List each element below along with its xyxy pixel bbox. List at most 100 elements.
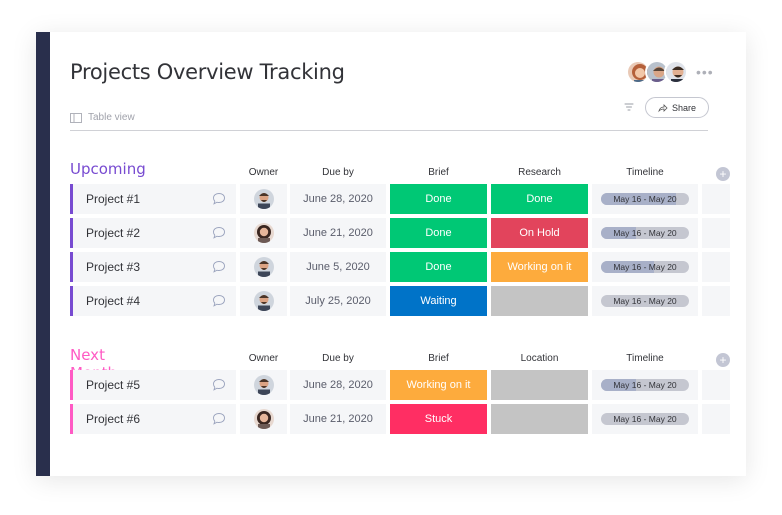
timeline-text: May 16 - May 20	[613, 262, 677, 272]
man-avatar-icon[interactable]	[253, 375, 274, 395]
item-name-cell[interactable]: Project #3	[70, 252, 236, 282]
board-card: Projects Overview Tracking ••• Share Tab…	[36, 32, 746, 476]
chat-bubble-icon[interactable]	[212, 260, 226, 273]
item-name[interactable]: Project #1	[86, 192, 141, 206]
item-name-cell[interactable]: Project #4	[70, 286, 236, 316]
column-header-timeline[interactable]: Timeline	[626, 353, 664, 364]
column-header-research[interactable]: Research	[518, 167, 561, 178]
empty-cell[interactable]	[702, 252, 730, 282]
item-name-cell[interactable]: Project #6	[70, 404, 236, 434]
empty-cell[interactable]	[702, 370, 730, 400]
column-header-brief[interactable]: Brief	[428, 167, 449, 178]
due-date-cell[interactable]: June 28, 2020	[290, 184, 386, 214]
timeline-text: May 16 - May 20	[613, 414, 677, 424]
share-button[interactable]: Share	[645, 97, 709, 118]
add-column-button[interactable]: +	[716, 353, 730, 367]
chat-bubble-icon[interactable]	[212, 294, 226, 307]
timeline-progress	[601, 379, 637, 391]
owner-cell[interactable]	[240, 218, 287, 248]
man-avatar-icon[interactable]	[253, 291, 274, 311]
owner-cell[interactable]	[240, 404, 287, 434]
status-cell[interactable]: Stuck	[390, 404, 487, 434]
table-view-tab[interactable]: Table view	[70, 112, 135, 123]
board-title[interactable]: Projects Overview Tracking	[70, 60, 345, 84]
board-members[interactable]	[626, 60, 688, 84]
chat-bubble-icon[interactable]	[212, 192, 226, 205]
man-avatar-icon[interactable]	[253, 257, 274, 277]
status-cell[interactable]	[491, 370, 588, 400]
owner-cell[interactable]	[240, 184, 287, 214]
empty-cell[interactable]	[702, 184, 730, 214]
timeline-cell[interactable]: May 16 - May 20	[592, 184, 698, 214]
empty-cell[interactable]	[702, 404, 730, 434]
timeline-bar[interactable]: May 16 - May 20	[601, 295, 689, 307]
item-name[interactable]: Project #5	[86, 378, 141, 392]
item-name[interactable]: Project #3	[86, 260, 141, 274]
column-header-owner[interactable]: Owner	[248, 353, 279, 364]
timeline-text: May 16 - May 20	[613, 380, 677, 390]
status-cell[interactable]	[491, 404, 588, 434]
status-cell[interactable]: Done	[390, 184, 487, 214]
column-header-brief[interactable]: Brief	[428, 353, 449, 364]
status-cell[interactable]: Done	[491, 184, 588, 214]
due-date-cell[interactable]: June 21, 2020	[290, 218, 386, 248]
timeline-cell[interactable]: May 16 - May 20	[592, 370, 698, 400]
chat-bubble-icon[interactable]	[212, 226, 226, 239]
share-arrow-icon	[658, 103, 668, 112]
add-column-button[interactable]: +	[716, 167, 730, 181]
header-divider	[70, 130, 708, 131]
status-cell[interactable]: On Hold	[491, 218, 588, 248]
status-cell[interactable]: Working on it	[491, 252, 588, 282]
owner-cell[interactable]	[240, 286, 287, 316]
share-label: Share	[671, 102, 697, 113]
empty-cell[interactable]	[702, 286, 730, 316]
status-cell[interactable]: Done	[390, 218, 487, 248]
owner-cell[interactable]	[240, 370, 287, 400]
status-cell[interactable]	[491, 286, 588, 316]
member-avatar-man-1[interactable]	[645, 60, 669, 84]
man-avatar-icon[interactable]	[253, 189, 274, 209]
status-cell[interactable]: Working on it	[390, 370, 487, 400]
timeline-bar[interactable]: May 16 - May 20	[601, 413, 689, 425]
timeline-bar[interactable]: May 16 - May 20	[601, 379, 689, 391]
timeline-cell[interactable]: May 16 - May 20	[592, 286, 698, 316]
chat-bubble-icon[interactable]	[212, 378, 226, 391]
woman-avatar-icon[interactable]	[253, 223, 274, 243]
item-name[interactable]: Project #6	[86, 412, 141, 426]
column-header-owner[interactable]: Owner	[248, 167, 279, 178]
owner-cell[interactable]	[240, 252, 287, 282]
more-options-icon[interactable]: •••	[696, 64, 714, 80]
chat-bubble-icon[interactable]	[212, 412, 226, 425]
item-name-cell[interactable]: Project #5	[70, 370, 236, 400]
status-cell[interactable]: Done	[390, 252, 487, 282]
timeline-cell[interactable]: May 16 - May 20	[592, 218, 698, 248]
member-avatar-man-2[interactable]	[664, 60, 688, 84]
timeline-text: May 16 - May 20	[613, 228, 677, 238]
item-name-cell[interactable]: Project #1	[70, 184, 236, 214]
due-date-cell[interactable]: June 21, 2020	[290, 404, 386, 434]
due-date-cell[interactable]: June 28, 2020	[290, 370, 386, 400]
column-header-due[interactable]: Due by	[322, 353, 354, 364]
board-sidebar-strip	[36, 32, 50, 476]
timeline-bar[interactable]: May 16 - May 20	[601, 227, 689, 239]
timeline-cell[interactable]: May 16 - May 20	[592, 404, 698, 434]
woman-avatar-icon[interactable]	[253, 409, 274, 429]
empty-cell[interactable]	[702, 218, 730, 248]
due-date-cell[interactable]: June 5, 2020	[290, 252, 386, 282]
column-header-location[interactable]: Location	[520, 353, 559, 364]
column-header-due[interactable]: Due by	[322, 167, 354, 178]
due-date-cell[interactable]: July 25, 2020	[290, 286, 386, 316]
group-title[interactable]: Upcoming	[70, 160, 146, 178]
member-avatar-woman[interactable]	[626, 60, 650, 84]
column-header-timeline[interactable]: Timeline	[626, 167, 664, 178]
status-cell[interactable]: Waiting	[390, 286, 487, 316]
timeline-cell[interactable]: May 16 - May 20	[592, 252, 698, 282]
table-icon	[70, 112, 82, 123]
item-name-cell[interactable]: Project #2	[70, 218, 236, 248]
item-name[interactable]: Project #4	[86, 294, 141, 308]
timeline-bar[interactable]: May 16 - May 20	[601, 193, 689, 205]
table-view-label: Table view	[88, 112, 135, 123]
filter-icon[interactable]	[624, 102, 634, 112]
timeline-bar[interactable]: May 16 - May 20	[601, 261, 689, 273]
item-name[interactable]: Project #2	[86, 226, 141, 240]
